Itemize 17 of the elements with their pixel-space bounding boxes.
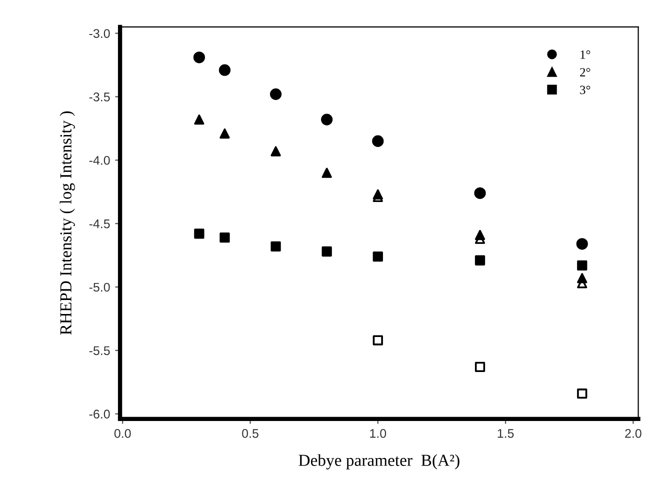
legend-label: 2°: [580, 68, 590, 76]
x-tick-label: 2.0: [625, 429, 642, 438]
legend-label: 1°: [580, 50, 590, 59]
y-tick-label: -4.0: [89, 156, 110, 165]
x-tick-label: 0.5: [242, 429, 258, 438]
y-tick-label: -5.5: [89, 346, 110, 356]
y-tick-label: -3.5: [89, 92, 110, 102]
y-tick-label: -5.0: [89, 282, 110, 292]
x-tick-label: 1.5: [498, 429, 514, 438]
y-tick-label: -3.0: [89, 29, 110, 38]
y-axis-title: RHEPD Intensity ( log Intensity ): [60, 111, 75, 335]
x-axis-title: Debye parameter B(A²): [298, 454, 460, 470]
y-tick-label: -4.5: [89, 220, 110, 228]
x-tick-label: 0.0: [114, 429, 131, 438]
x-tick-label: 1.0: [370, 429, 386, 438]
y-tick-label: -6.0: [89, 410, 110, 419]
legend-label: 3°: [580, 86, 590, 94]
